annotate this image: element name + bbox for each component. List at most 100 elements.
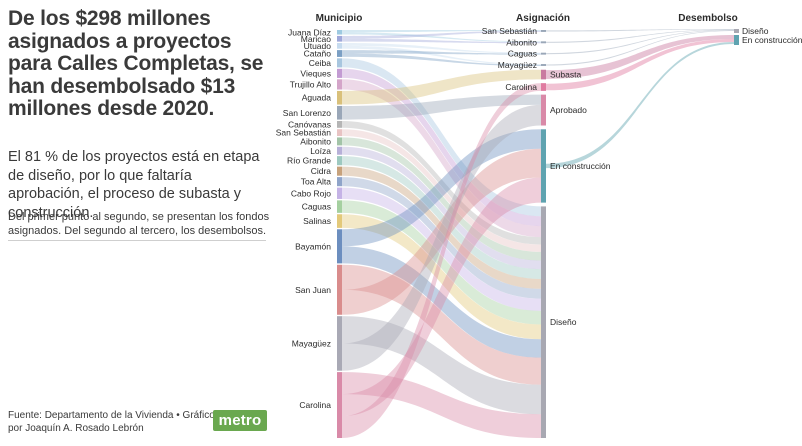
node-asignacion-en-construccion: [541, 129, 546, 203]
label-asignacion-san-sebastian: San Sebastián: [482, 26, 538, 36]
explanatory-note: Del primer punto al segundo, se presenta…: [8, 211, 270, 237]
label-municipio-rio-grande: Río Grande: [287, 156, 331, 166]
flow-maricao-to-san-sebastian: [342, 30, 541, 39]
label-municipio-toa-alta: Toa Alta: [301, 177, 332, 187]
label-municipio-mayaguez: Mayagüez: [292, 338, 331, 348]
node-desembolso-diseno: [734, 29, 739, 33]
flow-cidra-to-diseno: [342, 166, 541, 289]
flow-catano-to-caguas: [342, 50, 541, 55]
flow-cabo-rojo-to-diseno: [342, 187, 541, 311]
flow-bayamon-to-en-construccion: [342, 129, 541, 247]
flow-carolina-to-carolina: [342, 83, 541, 439]
node-municipio-vieques: [337, 68, 342, 78]
label-asignacion-en-construccion: En construcción: [550, 161, 611, 171]
label-asignacion-diseno: Diseño: [550, 317, 577, 327]
flow-juana-diaz-to-san-sebastian: [342, 30, 541, 33]
label-municipio-trujillo-alto: Trujillo Alto: [290, 79, 332, 89]
flow-caguas-to-diseno: [342, 200, 541, 325]
node-municipio-juana-diaz: [337, 30, 342, 35]
label-municipio-cabo-rojo: Cabo Rojo: [291, 188, 331, 198]
flow-salinas-to-diseno: [342, 214, 541, 340]
source-credit: Fuente: Departamento de la Vivienda • Gr…: [8, 410, 215, 434]
node-municipio-trujillo-alto: [337, 79, 342, 90]
flow-maricao-to-aibonito: [342, 38, 541, 44]
node-municipio-cabo-rojo: [337, 187, 342, 199]
flow-san-sebastian-to-desembolso-diseno: [546, 29, 734, 32]
label-municipio-san-lorenzo: San Lorenzo: [283, 108, 331, 118]
node-municipio-aibonito: [337, 137, 342, 146]
node-asignacion-mayaguez: [541, 64, 546, 66]
flow-canovanas-to-diseno: [342, 120, 541, 245]
flow-mayaguez-to-desembolso-diseno: [546, 30, 734, 66]
flow-toa-alta-to-diseno: [342, 177, 541, 299]
label-municipio-bayamon: Bayamón: [295, 241, 331, 251]
flow-bayamon-to-diseno: [342, 246, 541, 358]
flow-ceiba-to-diseno: [342, 58, 541, 217]
flow-san-juan-to-en-construccion: [342, 148, 541, 315]
flow-carolina-to-en-construccion: [342, 177, 541, 417]
node-municipio-catano: [337, 50, 342, 57]
flow-trujillo-alto-to-diseno: [342, 79, 541, 238]
label-municipio-canovanas: Canóvanas: [288, 119, 331, 129]
flow-aibonito-to-desembolso-diseno: [546, 29, 734, 43]
node-desembolso-en-construccion: [734, 35, 739, 45]
label-asignacion-subasta: Subasta: [550, 70, 581, 80]
flow-juana-diaz-to-aibonito: [342, 32, 541, 43]
flow-mayaguez-to-diseno: [342, 316, 541, 415]
flow-carolina-to-diseno: [342, 372, 541, 438]
label-municipio-aguada: Aguada: [302, 93, 332, 103]
node-municipio-caguas: [337, 200, 342, 213]
node-municipio-canovanas: [337, 120, 342, 128]
label-asignacion-mayaguez: Mayagüez: [498, 60, 537, 70]
label-municipio-aibonito: Aibonito: [300, 136, 331, 146]
node-asignacion-aibonito: [541, 41, 546, 44]
node-municipio-utuado: [337, 43, 342, 49]
flow-mayaguez-to-aprobado: [342, 104, 541, 371]
flow-aibonito-to-diseno: [342, 137, 541, 261]
node-municipio-san-juan: [337, 264, 342, 315]
node-asignacion-diseno: [541, 206, 546, 438]
label-municipio-ceiba: Ceiba: [309, 58, 331, 68]
node-municipio-mayaguez: [337, 316, 342, 371]
node-asignacion-caguas: [541, 52, 546, 55]
flow-aguada-to-subasta: [342, 69, 541, 105]
node-municipio-bayamon: [337, 229, 342, 264]
node-municipio-salinas: [337, 214, 342, 228]
flow-loiza-to-diseno: [342, 146, 541, 270]
node-municipio-san-lorenzo: [337, 105, 342, 120]
label-municipio-san-juan: San Juan: [295, 285, 331, 295]
label-municipio-catano: Cataño: [304, 49, 332, 59]
headline: De los $298 millones asignados a proyect…: [8, 7, 264, 120]
node-asignacion-subasta: [541, 69, 546, 80]
flow-san-lorenzo-to-aprobado: [342, 94, 541, 120]
node-municipio-cidra: [337, 166, 342, 176]
label-municipio-juana-diaz: Juana Díaz: [288, 27, 331, 37]
flow-caguas-to-desembolso-diseno: [546, 30, 734, 55]
label-municipio-caguas: Caguas: [302, 202, 331, 212]
divider: [8, 240, 266, 241]
label-desembolso-en-construccion: En construcción: [742, 35, 802, 45]
label-municipio-carolina: Carolina: [299, 400, 331, 410]
node-asignacion-san-sebastian: [541, 30, 546, 32]
flow-subasta-to-desembolso-en-construccion: [546, 35, 734, 79]
flow-utuado-to-caguas: [342, 43, 541, 54]
label-asignacion-caguas: Caguas: [508, 49, 537, 59]
column-title-municipio: Municipio: [316, 13, 363, 24]
flow-vieques-to-diseno: [342, 68, 541, 227]
column-title-desembolso: Desembolso: [678, 13, 737, 24]
node-municipio-san-sebastian: [337, 129, 342, 137]
node-municipio-carolina: [337, 372, 342, 438]
node-municipio-maricao: [337, 35, 342, 42]
node-municipio-aguada: [337, 90, 342, 105]
node-asignacion-aprobado: [541, 94, 546, 126]
flow-san-juan-to-diseno: [342, 264, 541, 385]
node-municipio-rio-grande: [337, 156, 342, 166]
node-municipio-ceiba: [337, 58, 342, 68]
label-desembolso-diseno: Diseño: [742, 26, 769, 36]
flow-rio-grande-to-diseno: [342, 156, 541, 279]
label-asignacion-aibonito: Aibonito: [506, 37, 537, 47]
column-title-asignacion: Asignación: [516, 13, 570, 24]
subheadline: El 81 % de los proyectos está en etapa d…: [8, 149, 260, 221]
label-municipio-vieques: Vieques: [300, 68, 331, 78]
flow-catano-to-mayaguez: [342, 53, 541, 66]
